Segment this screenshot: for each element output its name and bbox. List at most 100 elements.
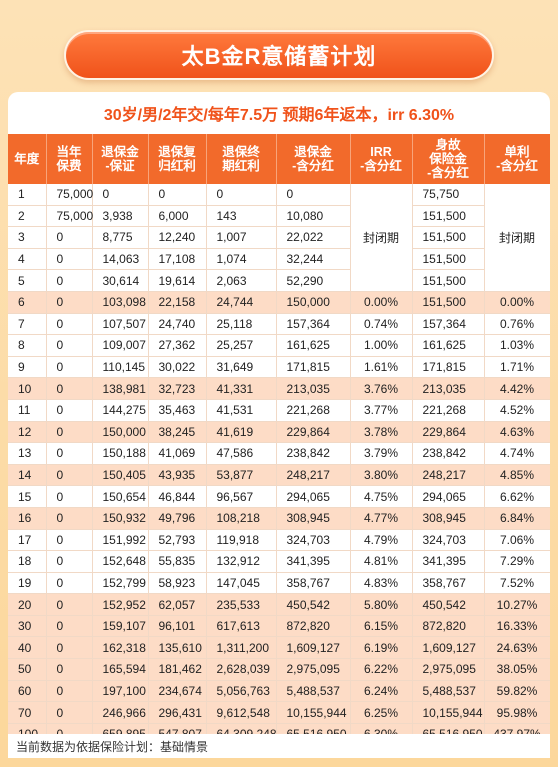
cell-death: 5,488,537 <box>412 680 485 703</box>
cell-premium: 0 <box>46 269 93 292</box>
cell-premium: 0 <box>46 658 93 681</box>
cell-total: 341,395 <box>276 550 351 573</box>
cell-premium: 0 <box>46 550 93 573</box>
cell-year: 40 <box>8 636 47 660</box>
cell-death: 171,815 <box>412 356 485 379</box>
cell-guaranteed: 150,405 <box>92 464 149 487</box>
cell-reversionary: 296,431 <box>148 701 207 724</box>
cell-irr: 4.77% <box>350 507 413 530</box>
cell-reversionary: 17,108 <box>148 248 207 271</box>
table-row: 19 0 152,799 58,923 147,045 358,767 4.83% 358,7… <box>8 572 550 595</box>
cell-death: 213,035 <box>412 377 485 400</box>
cell-simple: 16.33% <box>484 615 550 638</box>
cell-terminal: 143 <box>206 205 277 228</box>
cell-guaranteed: 197,100 <box>92 680 149 703</box>
cell-year: 10 <box>8 377 47 400</box>
cell-simple: 95.98% <box>484 701 550 724</box>
cell-premium: 0 <box>46 313 93 336</box>
table-row: 50 0 165,594 181,462 2,628,039 2,975,095 6.22%… <box>8 658 550 681</box>
cell-simple: 7.52% <box>484 572 550 595</box>
cell-irr: 3.76% <box>350 377 413 400</box>
cell-guaranteed: 152,648 <box>92 550 149 573</box>
cell-reversionary: 55,835 <box>148 550 207 573</box>
cell-reversionary: 41,069 <box>148 442 207 465</box>
cell-irr: 6.15% <box>350 615 413 638</box>
cell-reversionary: 24,740 <box>148 313 207 336</box>
cell-reversionary: 6,000 <box>148 205 207 228</box>
column-header: 当年 保费 <box>46 134 93 184</box>
cell-simple: 7.29% <box>484 550 550 573</box>
cell-terminal: 9,612,548 <box>206 701 277 724</box>
cell-simple: 38.05% <box>484 658 550 681</box>
cell-death: 161,625 <box>412 334 485 357</box>
table-row: 4 0 14,063 17,108 1,074 32,244 151,500 <box>8 248 550 271</box>
cell-guaranteed: 110,145 <box>92 356 149 379</box>
cell-death: 341,395 <box>412 550 485 573</box>
cell-guaranteed: 152,952 <box>92 593 149 616</box>
cell-year: 4 <box>8 248 47 271</box>
cell-terminal: 147,045 <box>206 572 277 595</box>
cell-year: 70 <box>8 701 47 724</box>
cell-reversionary: 0 <box>148 184 207 206</box>
cell-total: 294,065 <box>276 485 351 508</box>
cell-terminal: 235,533 <box>206 593 277 616</box>
cell-premium: 0 <box>46 529 93 552</box>
cell-terminal: 617,613 <box>206 615 277 638</box>
cell-guaranteed: 246,966 <box>92 701 149 724</box>
cell-simple: 7.06% <box>484 529 550 552</box>
cell-simple: 4.74% <box>484 442 550 465</box>
cell-year: 12 <box>8 421 47 444</box>
cell-terminal: 119,918 <box>206 529 277 552</box>
plan-card: 30岁/男/2年交/每年7.5万 预期6年返本，irr 6.30% 年度 当年 保费… <box>8 92 550 758</box>
cell-simple: 6.62% <box>484 485 550 508</box>
cell-premium: 0 <box>46 399 93 422</box>
cell-irr: 6.25% <box>350 701 413 724</box>
table-row: 14 0 150,405 43,935 53,877 248,217 3.80% 248,21… <box>8 464 550 487</box>
table-row: 30 0 159,107 96,101 617,613 872,820 6.15% 872,8… <box>8 615 550 638</box>
table-row: 16 0 150,932 49,796 108,218 308,945 4.77% 308,9… <box>8 507 550 530</box>
cell-guaranteed: 3,938 <box>92 205 149 228</box>
cell-year: 30 <box>8 615 47 638</box>
cell-irr: 4.83% <box>350 572 413 595</box>
table-row: 12 0 150,000 38,245 41,619 229,864 3.78% 229,86… <box>8 421 550 444</box>
cell-irr: 3.79% <box>350 442 413 465</box>
plan-subtitle: 30岁/男/2年交/每年7.5万 预期6年返本，irr 6.30% <box>103 107 455 124</box>
cell-reversionary: 58,923 <box>148 572 207 595</box>
cell-premium: 0 <box>46 226 93 249</box>
cell-premium: 0 <box>46 356 93 379</box>
cell-simple: 59.82% <box>484 680 550 703</box>
cell-terminal: 0 <box>206 184 277 206</box>
cell-total: 229,864 <box>276 421 351 444</box>
cell-death: 75,750 <box>412 184 485 206</box>
cell-premium: 0 <box>46 636 93 660</box>
cell-guaranteed: 151,992 <box>92 529 149 552</box>
cell-terminal: 31,649 <box>206 356 277 379</box>
cell-terminal: 41,619 <box>206 421 277 444</box>
cell-irr: 4.75% <box>350 485 413 508</box>
cell-premium: 0 <box>46 507 93 530</box>
cell-premium: 0 <box>46 291 93 314</box>
cell-year: 9 <box>8 356 47 379</box>
cell-irr: 3.80% <box>350 464 413 487</box>
cell-terminal: 25,118 <box>206 313 277 336</box>
cell-guaranteed: 144,275 <box>92 399 149 422</box>
cell-year: 1 <box>8 184 47 206</box>
plan-title: 太B金R意储蓄计划 <box>64 30 494 80</box>
table-row: 6 0 103,098 22,158 24,744 150,000 0.00% 151,500… <box>8 291 550 314</box>
cell-simple: 1.03% <box>484 334 550 357</box>
cell-total: 2,975,095 <box>276 658 351 681</box>
table-row: 8 0 109,007 27,362 25,257 161,625 1.00% 161,625… <box>8 334 550 357</box>
cell-premium: 0 <box>46 334 93 357</box>
cell-premium: 0 <box>46 680 93 703</box>
cell-premium: 0 <box>46 248 93 271</box>
cell-year: 11 <box>8 399 47 422</box>
cell-terminal: 96,567 <box>206 485 277 508</box>
cell-total: 22,022 <box>276 226 351 249</box>
cell-year: 13 <box>8 442 47 465</box>
cell-guaranteed: 159,107 <box>92 615 149 638</box>
cell-total: 10,080 <box>276 205 351 228</box>
cell-total: 1,609,127 <box>276 636 351 660</box>
cell-terminal: 108,218 <box>206 507 277 530</box>
table-row: 70 0 246,966 296,431 9,612,548 10,155,944 6.25… <box>8 701 550 724</box>
cell-irr: 6.19% <box>350 636 413 660</box>
